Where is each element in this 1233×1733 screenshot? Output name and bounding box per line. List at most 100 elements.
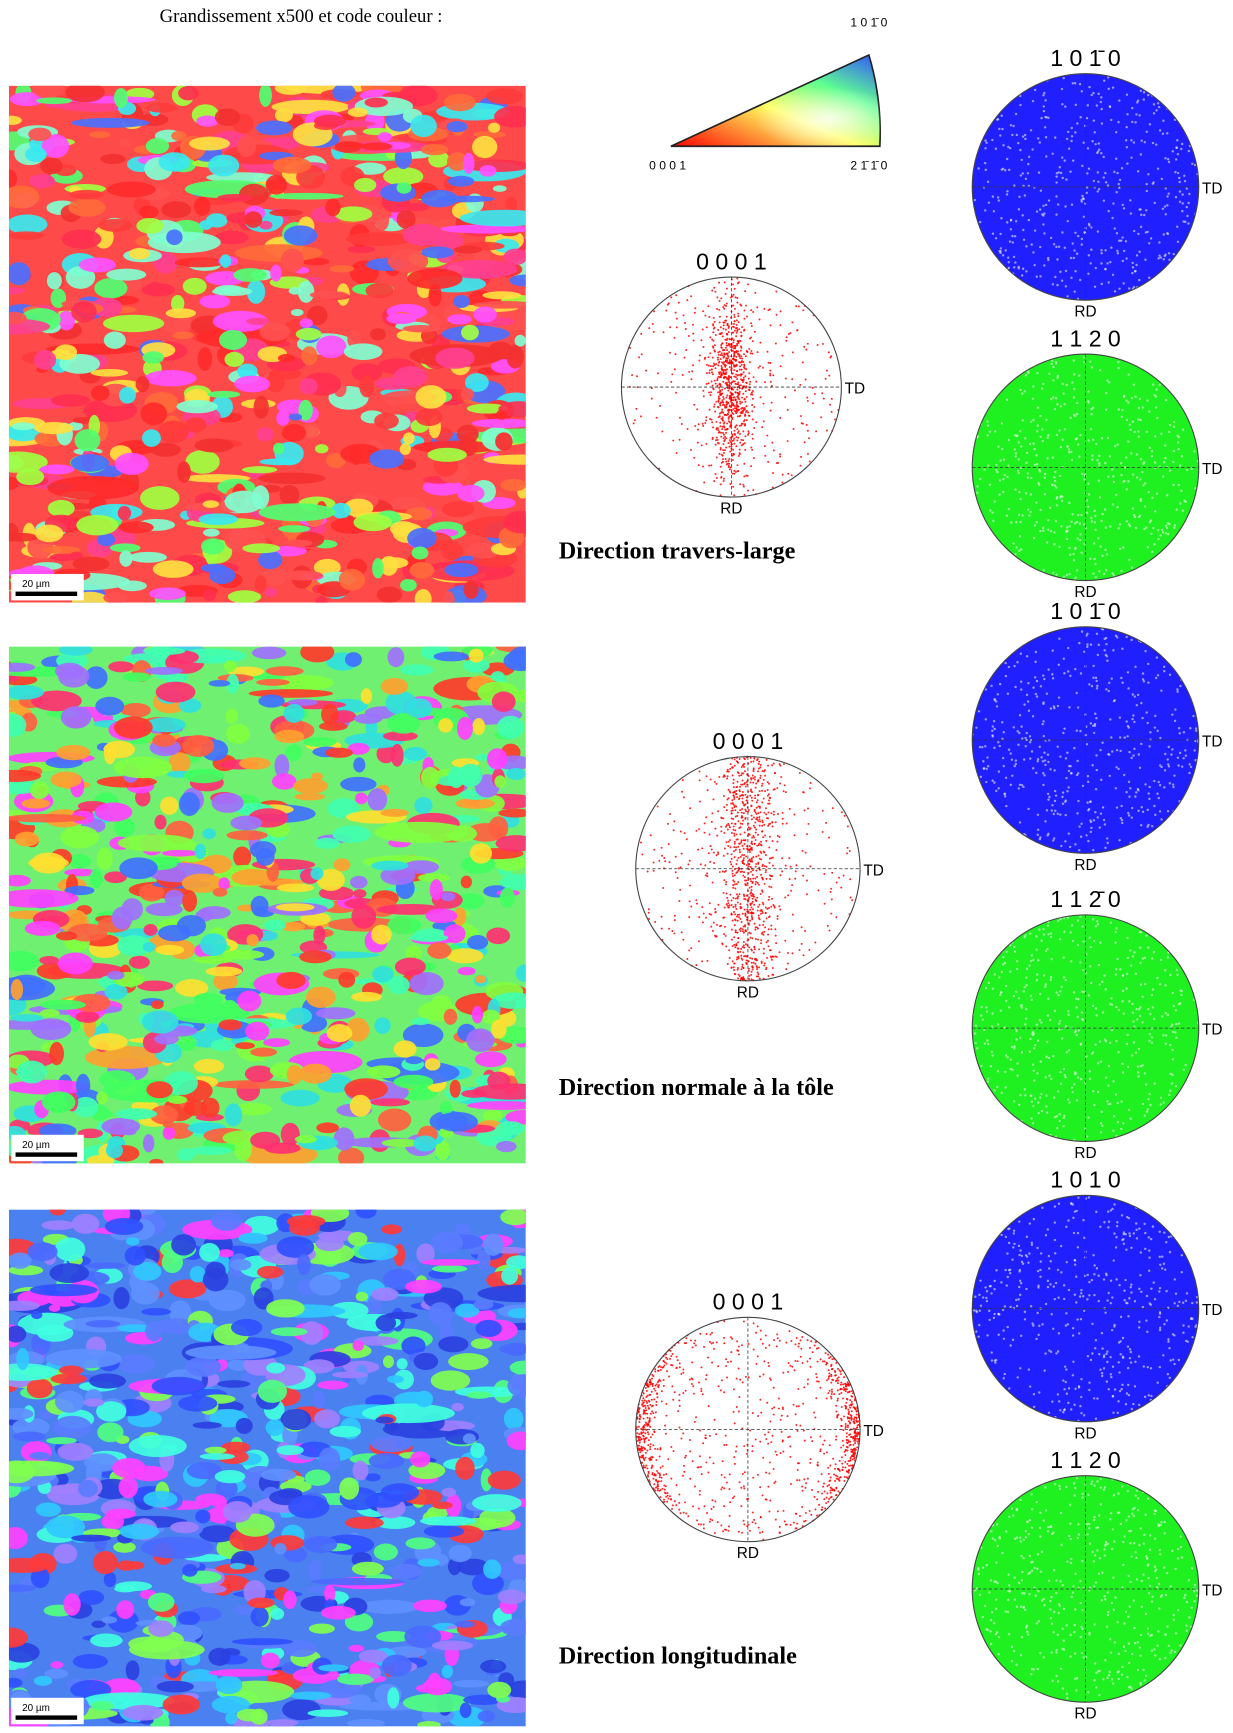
pole-point [730, 912, 732, 914]
pole-point [732, 829, 734, 831]
pole-point [735, 790, 737, 792]
pole-point [753, 952, 755, 954]
grain [118, 834, 195, 851]
pole-point [843, 875, 845, 877]
grain [211, 793, 243, 813]
grain [7, 262, 31, 285]
pole-point [794, 834, 796, 836]
pole-point [1002, 757, 1004, 759]
pole-point [732, 809, 734, 811]
grain [119, 857, 158, 879]
pole-point [1074, 232, 1076, 234]
pole-point [711, 812, 713, 814]
pole-point [1128, 781, 1130, 783]
pole-point [704, 357, 706, 359]
pole-point [1131, 566, 1133, 568]
pole-point [663, 857, 665, 859]
pole-point [745, 411, 747, 413]
grain [425, 909, 457, 924]
grain [303, 737, 336, 747]
pole-point [699, 354, 701, 356]
pole-point [689, 860, 691, 862]
pole-point [772, 956, 774, 958]
pole-point [694, 425, 696, 427]
pole-point [1015, 452, 1017, 454]
pole-point [775, 342, 777, 344]
pole-point [750, 978, 752, 980]
pole-point [741, 839, 743, 841]
pole-point [1090, 249, 1092, 251]
grain [107, 182, 156, 198]
pole-point [1144, 482, 1146, 484]
pole-point [704, 822, 706, 824]
pole-point [1178, 484, 1180, 486]
pole-point [727, 384, 729, 386]
pole-point [737, 967, 739, 969]
pole-point [757, 799, 759, 801]
pole-point [792, 351, 794, 353]
pole-point [1002, 491, 1004, 493]
pole-point [1036, 430, 1038, 432]
grain [259, 458, 299, 465]
pole-point [732, 341, 734, 343]
grain [151, 1000, 164, 1009]
grain [246, 934, 258, 946]
pole-point [1001, 422, 1003, 424]
pole-point [750, 880, 752, 882]
pole-point [1015, 113, 1017, 115]
scale-bar [16, 1152, 78, 1156]
pole-point [830, 891, 832, 893]
pole-point [1013, 266, 1015, 268]
pole-point [807, 430, 809, 432]
grain [219, 330, 247, 350]
pole-point [766, 957, 768, 959]
pole-point [1066, 526, 1068, 528]
pole-point [1077, 235, 1079, 237]
pole-point [1178, 727, 1180, 729]
pole-point [779, 453, 781, 455]
pole-point [726, 342, 728, 344]
pole-point [1001, 1092, 1003, 1094]
pole-point [1050, 363, 1052, 365]
pole-point [778, 905, 780, 907]
pole-point [734, 924, 736, 926]
pole-point [1083, 478, 1085, 480]
pole-point [998, 199, 1000, 201]
pole-point [720, 326, 722, 328]
pole-point [1116, 232, 1118, 234]
pole-point [1070, 521, 1072, 523]
pole-point [1050, 237, 1052, 239]
pole-point [728, 458, 730, 460]
pole-point [738, 789, 740, 791]
pole-point [1102, 156, 1104, 158]
pole-point [1128, 559, 1130, 561]
grain [466, 1028, 494, 1052]
pole-point [977, 167, 979, 169]
pole-point [1164, 255, 1166, 257]
pole-point [680, 866, 682, 868]
grain [21, 798, 50, 808]
pole-point [1123, 395, 1125, 397]
pole-point [717, 853, 719, 855]
pole-point [679, 439, 681, 441]
pole-point [1005, 777, 1007, 779]
pole-point [1156, 493, 1158, 495]
grain [194, 438, 233, 452]
pole-point [1106, 659, 1108, 661]
pole-point [641, 353, 643, 355]
grain [15, 832, 39, 847]
grain [226, 724, 250, 744]
pole-point [744, 832, 746, 834]
pole-point [1057, 203, 1059, 205]
grain [221, 1000, 238, 1020]
pole-point [761, 877, 763, 879]
pole-point [682, 779, 684, 781]
pole-point [755, 863, 757, 865]
pole-point [1122, 282, 1124, 284]
pole-point [1068, 147, 1070, 149]
pole-point [720, 297, 722, 299]
pole-point [782, 812, 784, 814]
pole-point [740, 331, 742, 333]
grain [177, 461, 191, 483]
pole-point [735, 943, 737, 945]
